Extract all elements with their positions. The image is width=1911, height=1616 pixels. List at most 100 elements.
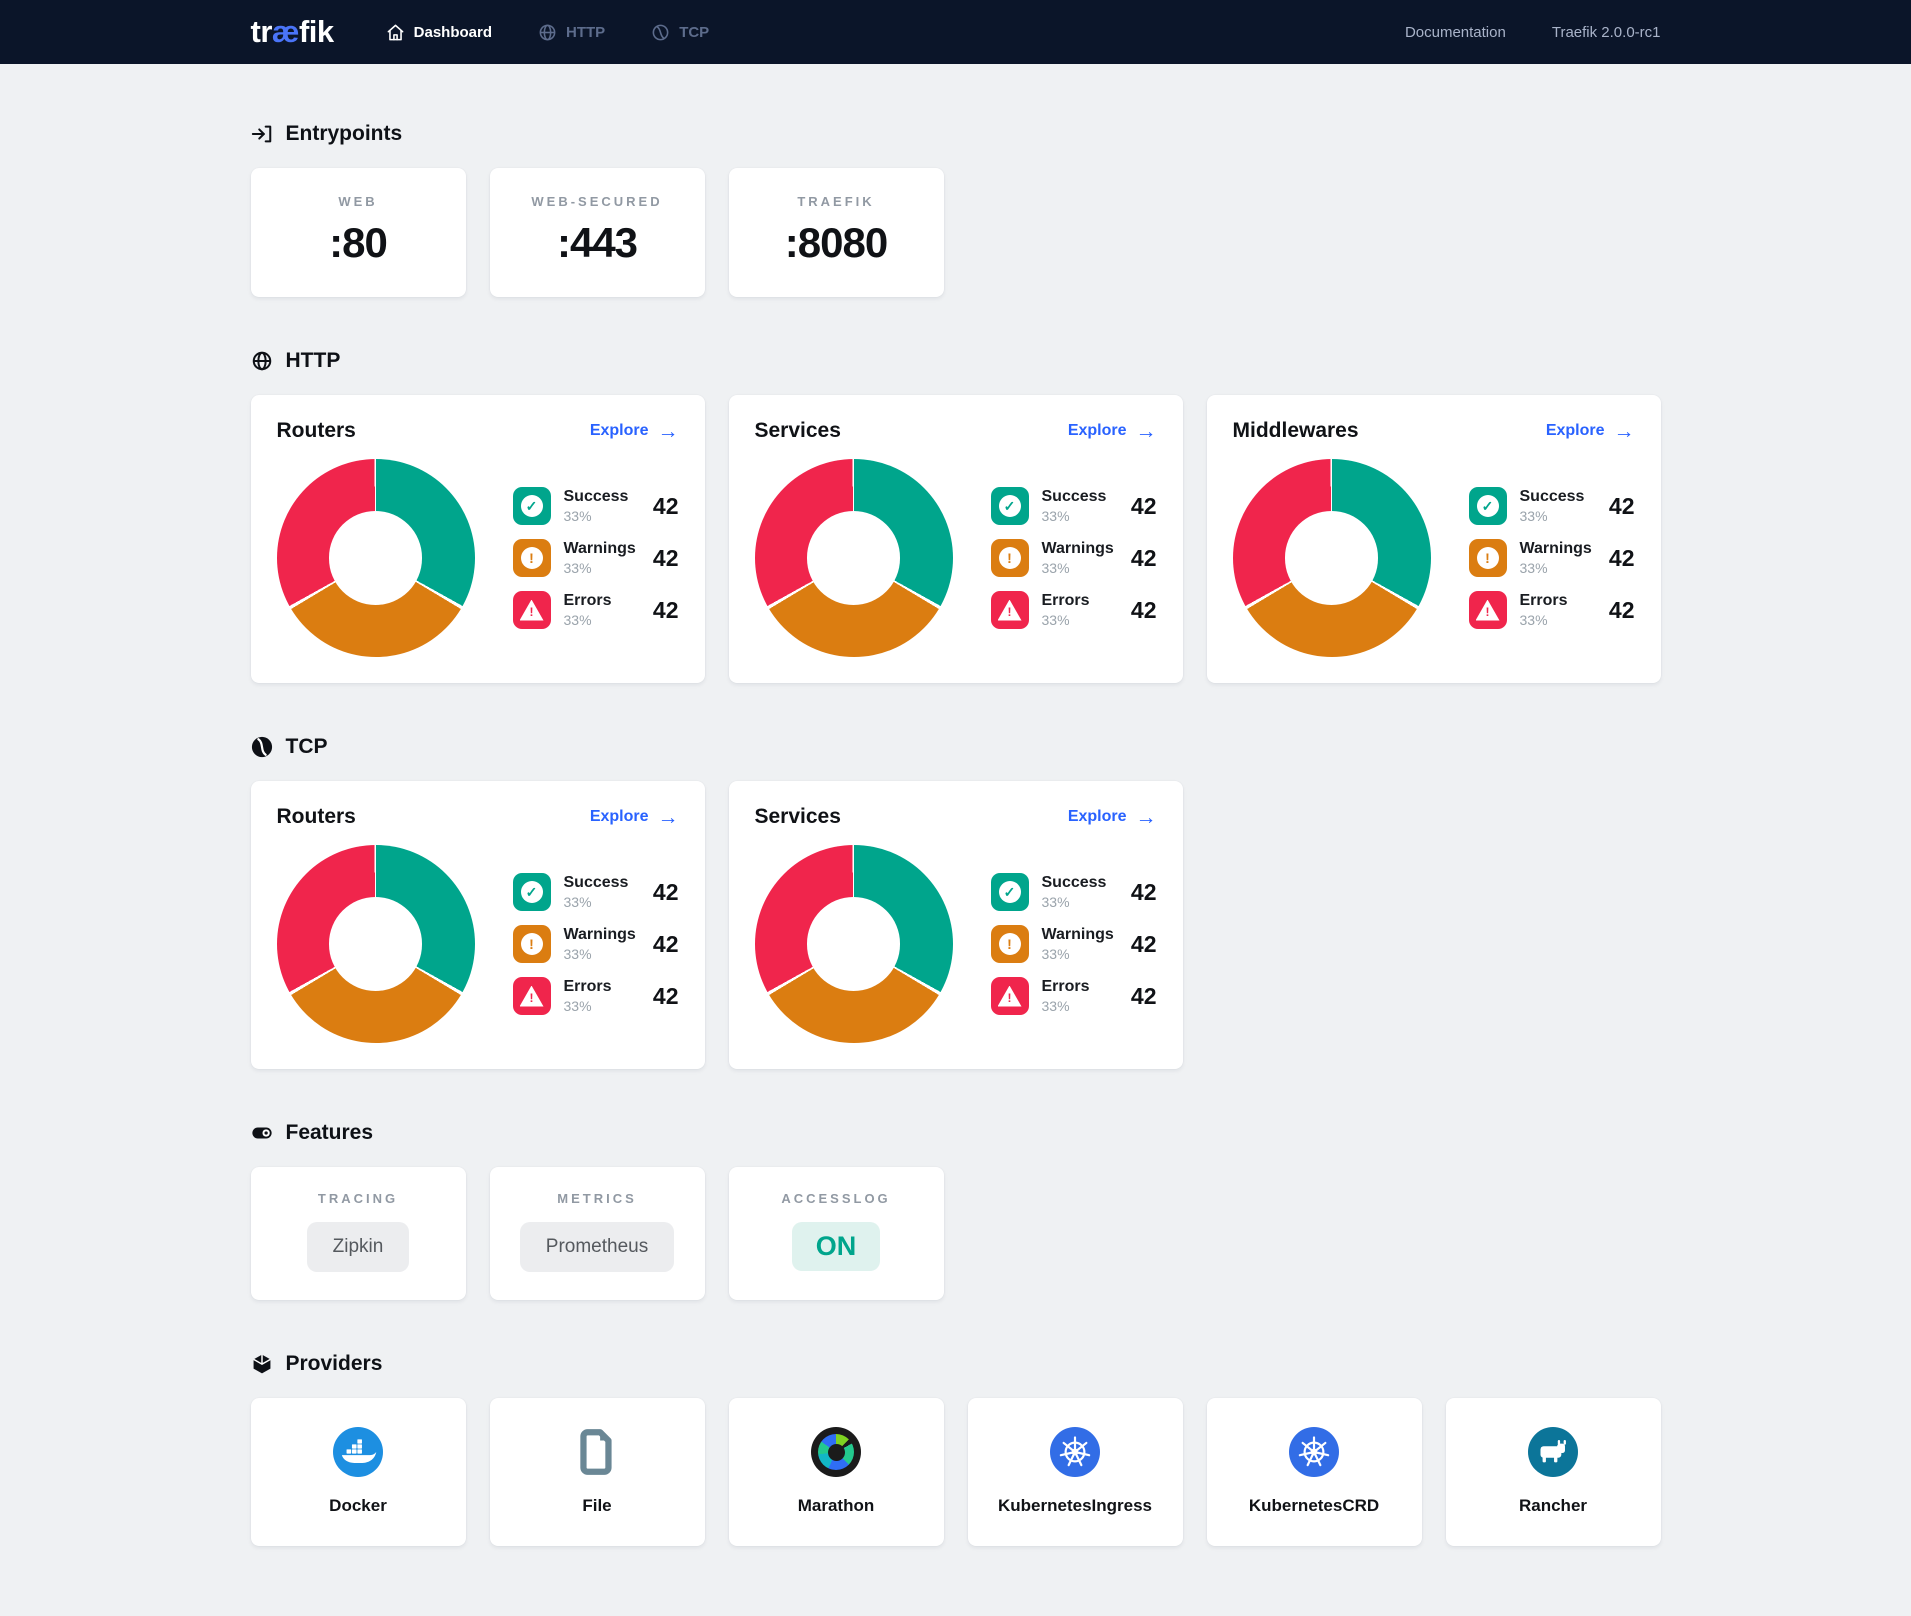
provider-card-file: File: [489, 1398, 705, 1546]
nav-item-http[interactable]: HTTP: [538, 23, 605, 42]
logo-text: fik: [298, 14, 334, 49]
features-section-header: Features: [251, 1121, 1661, 1145]
provider-card-marathon: Marathon: [728, 1398, 944, 1546]
status-legend: ✓ Success 33% 42 ! Warnings 33% 42 ! Error…: [1468, 487, 1635, 629]
entrypoints-icon: [251, 123, 273, 145]
http-middlewares-card: Middlewares Explore → ✓ Success 33% 42 ! W…: [1206, 395, 1661, 683]
tcp-section-header: TCP: [251, 735, 1661, 759]
legend-row-success: ✓ Success 33% 42: [512, 487, 679, 525]
error-icon: !: [512, 591, 551, 629]
feature-card-accesslog: ACCESSLOG ON: [728, 1167, 944, 1300]
entrypoints-section-header: Entrypoints: [251, 122, 1661, 146]
entrypoint-card-web: WEB :80: [250, 168, 466, 297]
section-title: TCP: [285, 735, 328, 758]
provider-name: Marathon: [797, 1496, 875, 1515]
success-icon: ✓: [512, 873, 551, 911]
provider-name: KubernetesIngress: [998, 1496, 1152, 1515]
legend-row-errors: ! Errors 33% 42: [512, 591, 679, 629]
feature-on-badge: ON: [791, 1222, 881, 1271]
warnings-count: 42: [652, 544, 679, 571]
provider-card-docker: Docker: [250, 1398, 466, 1546]
status-legend: ✓ Success 33% 42 ! Warnings 33% 42 ! Error…: [512, 873, 679, 1015]
entrypoint-port: :80: [329, 219, 388, 266]
card-title: Services: [754, 805, 841, 828]
success-count: 42: [652, 492, 679, 519]
entrypoint-port: :8080: [784, 219, 888, 266]
entrypoint-card-web-secured: WEB-SECURED :443: [489, 168, 705, 297]
kubernetes-icon: [1289, 1426, 1339, 1478]
error-icon: !: [1468, 591, 1507, 629]
nav-label-http: HTTP: [566, 23, 606, 41]
feature-label: METRICS: [557, 1191, 637, 1206]
status-donut-chart: [754, 459, 953, 657]
home-icon: [386, 23, 405, 42]
card-title: Services: [754, 419, 841, 442]
status-legend: ✓ Success 33% 42 ! Warnings 33% 42 ! Error…: [512, 487, 679, 629]
nav-item-tcp[interactable]: TCP: [651, 23, 709, 42]
success-icon: ✓: [1468, 487, 1507, 525]
warning-icon: !: [990, 539, 1029, 577]
provider-card-rancher: Rancher: [1445, 1398, 1661, 1546]
status-donut-chart: [276, 459, 475, 657]
traefik-logo[interactable]: træfik: [251, 14, 335, 50]
provider-card-kubernetes-crd: KubernetesCRD: [1206, 1398, 1422, 1546]
success-icon: ✓: [512, 487, 551, 525]
legend-row-warnings: ! Warnings 33% 42: [1468, 539, 1635, 577]
feature-label: TRACING: [317, 1191, 399, 1206]
explore-link[interactable]: Explore →: [589, 805, 679, 829]
warnings-count: 42: [1608, 544, 1635, 571]
nav-label-tcp: TCP: [679, 23, 710, 41]
legend-row-success: ✓ Success 33% 42: [512, 873, 679, 911]
entrypoint-port: :443: [556, 219, 638, 266]
explore-link[interactable]: Explore →: [1067, 419, 1157, 443]
arrow-right-icon: →: [1135, 805, 1157, 829]
errors-count: 42: [652, 596, 679, 623]
legend-row-errors: ! Errors 33% 42: [512, 977, 679, 1015]
feature-value-chip: Prometheus: [519, 1222, 675, 1272]
explore-link[interactable]: Explore →: [1545, 419, 1635, 443]
legend-row-warnings: ! Warnings 33% 42: [990, 925, 1157, 963]
status-donut-chart: [754, 845, 953, 1043]
legend-row-success: ✓ Success 33% 42: [990, 873, 1157, 911]
success-count: 42: [652, 878, 679, 905]
explore-link[interactable]: Explore →: [1067, 805, 1157, 829]
provider-name: Rancher: [1518, 1496, 1588, 1515]
legend-row-warnings: ! Warnings 33% 42: [512, 539, 679, 577]
arrow-right-icon: →: [1613, 419, 1635, 443]
errors-count: 42: [652, 982, 679, 1009]
providers-section-header: Providers: [251, 1352, 1661, 1376]
feature-label: ACCESSLOG: [781, 1191, 891, 1206]
tcp-icon: [651, 23, 670, 42]
tcp-routers-card: Routers Explore → ✓ Success 33% 42 ! Warni…: [250, 781, 705, 1069]
nav-label-dashboard: Dashboard: [413, 23, 493, 41]
success-count: 42: [1608, 492, 1635, 519]
error-icon: !: [990, 977, 1029, 1015]
warning-icon: !: [990, 925, 1029, 963]
legend-row-warnings: ! Warnings 33% 42: [990, 539, 1157, 577]
feature-card-tracing: TRACING Zipkin: [250, 1167, 466, 1300]
tcp-icon: [251, 736, 273, 758]
warnings-count: 42: [652, 930, 679, 957]
kubernetes-icon: [1050, 1426, 1100, 1478]
logo-ae: æ: [271, 14, 300, 49]
status-legend: ✓ Success 33% 42 ! Warnings 33% 42 ! Error…: [990, 873, 1157, 1015]
warning-icon: !: [512, 539, 551, 577]
tcp-services-card: Services Explore → ✓ Success 33% 42 ! Warn…: [728, 781, 1183, 1069]
nav-item-dashboard[interactable]: Dashboard: [386, 23, 492, 42]
section-title: Providers: [285, 1352, 383, 1375]
warnings-count: 42: [1130, 930, 1157, 957]
globe-icon: [538, 23, 557, 42]
legend-row-success: ✓ Success 33% 42: [990, 487, 1157, 525]
success-icon: ✓: [990, 873, 1029, 911]
status-donut-chart: [276, 845, 475, 1043]
success-icon: ✓: [990, 487, 1029, 525]
warning-icon: !: [1468, 539, 1507, 577]
warnings-count: 42: [1130, 544, 1157, 571]
entrypoint-label: WEB: [338, 194, 378, 209]
status-donut-chart: [1232, 459, 1431, 657]
provider-name: File: [582, 1496, 612, 1515]
error-icon: !: [990, 591, 1029, 629]
explore-link[interactable]: Explore →: [589, 419, 679, 443]
provider-name: Docker: [329, 1496, 387, 1515]
documentation-link[interactable]: Documentation: [1404, 23, 1506, 41]
